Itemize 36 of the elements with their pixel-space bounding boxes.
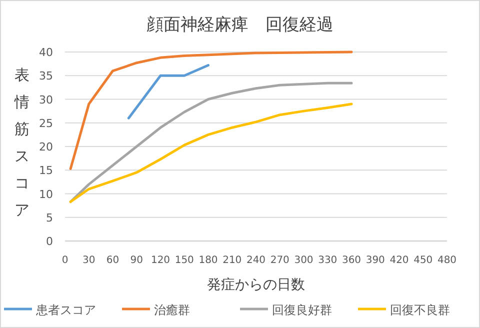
y-tick-label: 35 bbox=[39, 70, 53, 83]
x-tick-label: 420 bbox=[390, 255, 409, 266]
x-tick-label: 30 bbox=[82, 255, 96, 266]
x-tick-label: 90 bbox=[130, 255, 143, 266]
x-tick-label: 450 bbox=[414, 255, 433, 266]
y-tick-label: 25 bbox=[39, 116, 53, 130]
y-tick-label: 40 bbox=[39, 46, 53, 59]
line-series bbox=[69, 50, 353, 170]
y-tick-label: 10 bbox=[39, 188, 53, 201]
legend-label: 治癒群 bbox=[154, 303, 190, 317]
y-tick-label: 15 bbox=[39, 164, 53, 178]
line-series bbox=[69, 82, 353, 204]
chart-title: 顔面神経麻痺 回復経過 bbox=[146, 15, 334, 35]
y-tick-label: 5 bbox=[46, 211, 53, 224]
legend-label: 回復不良群 bbox=[390, 303, 450, 317]
x-tick-label: 330 bbox=[318, 255, 338, 266]
y-tick-label: 20 bbox=[39, 140, 53, 154]
x-tick-label: 60 bbox=[106, 255, 120, 266]
y-axis-title: 表情筋スコア bbox=[14, 66, 30, 219]
x-tick-label: 0 bbox=[62, 255, 68, 266]
x-tick-label: 300 bbox=[294, 255, 314, 266]
line-series bbox=[69, 102, 353, 204]
x-tick-label: 210 bbox=[222, 255, 242, 266]
x-tick-label: 180 bbox=[198, 255, 218, 266]
x-tick-label: 120 bbox=[150, 255, 170, 266]
x-tick-label: 270 bbox=[270, 255, 290, 266]
x-tick-label: 390 bbox=[366, 255, 385, 266]
legend-label: 回復良好群 bbox=[272, 303, 332, 317]
y-tick-label: 0 bbox=[46, 235, 53, 248]
legend-label: 患者スコア bbox=[35, 303, 96, 317]
x-tick-label: 360 bbox=[342, 255, 362, 266]
y-tick-label: 30 bbox=[39, 93, 53, 106]
x-tick-label: 150 bbox=[174, 255, 194, 266]
x-tick-label: 480 bbox=[437, 255, 457, 266]
x-tick-label: 240 bbox=[246, 255, 266, 266]
x-axis-title: 発症からの日数 bbox=[207, 277, 305, 293]
